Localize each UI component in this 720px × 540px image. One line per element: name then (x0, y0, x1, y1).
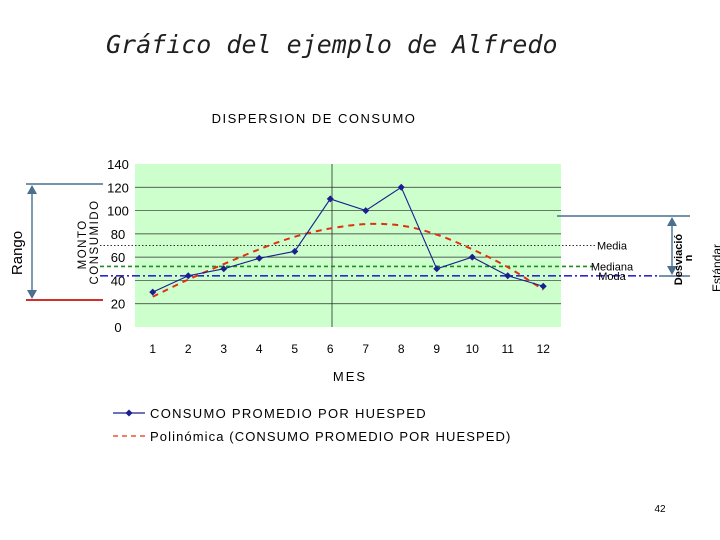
stddev-label: Desviació n (673, 231, 695, 285)
reference-line-label: Moda (598, 271, 626, 283)
data-point (326, 195, 334, 203)
y-tick-label: 80 (111, 227, 125, 242)
y-tick-label: 100 (107, 204, 129, 219)
y-tick-label: 40 (111, 273, 125, 288)
range-arrow-down-icon (27, 290, 37, 299)
x-axis-label: MES (333, 369, 367, 384)
y-tick-label: 0 (114, 320, 121, 335)
y-tick-label: 120 (107, 180, 129, 195)
y-axis-label: MONTO CONSUMIDO (77, 199, 101, 284)
reference-line-label: Mediana (591, 261, 634, 273)
data-point (397, 183, 405, 191)
data-point (362, 207, 370, 215)
x-tick-label: 7 (362, 342, 369, 356)
stddev-annotation: Desviació n Estándar (557, 215, 720, 292)
chart-title: DISPERSION DE CONSUMO (212, 111, 417, 126)
x-tick-label: 12 (537, 342, 551, 356)
data-point (433, 265, 441, 273)
y-tick-label: 140 (107, 157, 129, 172)
x-tick-label: 3 (220, 342, 227, 356)
reference-line-label: Media (597, 241, 628, 253)
x-tick-label: 8 (398, 342, 405, 356)
trend-line (152, 222, 544, 298)
range-annotation: Rango (9, 183, 103, 301)
y-axis-label-line-1: MONTO (77, 219, 89, 269)
range-arrow-up-icon (27, 185, 37, 194)
y-tick-labels: 0 20 40 60 80 100 120 140 (107, 157, 129, 335)
data-point (184, 272, 192, 280)
x-tick-label: 11 (502, 342, 515, 356)
legend-trend-label: Polinómica (CONSUMO PROMEDIO POR HUESPED… (150, 429, 511, 444)
y-tick-label: 20 (111, 297, 125, 312)
x-tick-label: 6 (327, 342, 334, 356)
x-tick-label: 1 (149, 342, 156, 356)
x-tick-label: 9 (433, 342, 440, 356)
x-tick-label: 4 (256, 342, 263, 356)
series-line (152, 186, 544, 293)
legend: CONSUMO PROMEDIO POR HUESPED Polinómica … (113, 406, 511, 444)
data-point (291, 247, 299, 255)
y-axis-label-line-2: CONSUMIDO (89, 199, 101, 284)
series-layer (149, 183, 547, 296)
data-point (149, 288, 157, 296)
trend-line-layer (152, 222, 544, 298)
x-tick-label: 2 (185, 342, 192, 356)
slide-title: Gráfico del ejemplo de Alfredo (106, 30, 558, 59)
stddev-label-line-1: Desviació (673, 234, 685, 286)
x-tick-label: 10 (466, 342, 480, 356)
legend-series-marker (125, 409, 133, 417)
data-point (504, 272, 512, 280)
x-tick-labels: 1 2 3 4 5 6 7 8 9 10 11 12 (149, 342, 550, 356)
data-point (220, 265, 228, 273)
x-tick-label: 5 (291, 342, 298, 356)
data-point (539, 282, 547, 290)
data-point (468, 253, 476, 261)
data-point (255, 254, 263, 262)
page-number: 42 (654, 504, 666, 515)
range-label: Rango (9, 231, 26, 275)
stddev-label-line-2: n (683, 254, 695, 261)
y-tick-label: 60 (111, 250, 125, 265)
stddev-arrow-up-icon (667, 217, 677, 226)
stddev-label-extra: Estándar (710, 244, 720, 292)
legend-series-label: CONSUMO PROMEDIO POR HUESPED (150, 406, 427, 421)
stddev-arrow-down-icon (667, 266, 677, 275)
